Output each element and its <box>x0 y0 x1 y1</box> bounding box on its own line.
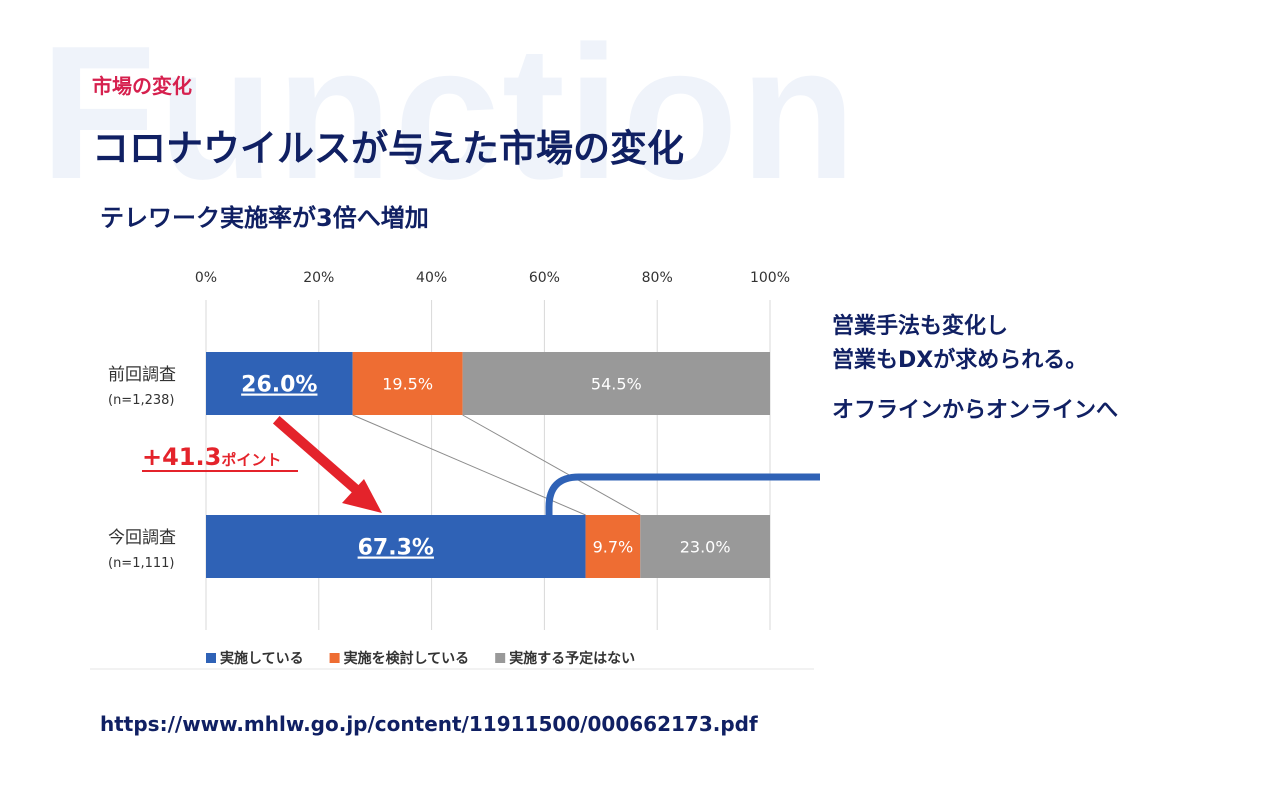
legend-label: 実施している <box>220 650 304 667</box>
bar-data-label: 9.7% <box>593 538 634 557</box>
bar-data-label: 23.0% <box>680 538 731 557</box>
legend-swatch <box>329 653 340 663</box>
bar-segment <box>206 515 586 578</box>
connector-line <box>462 414 641 516</box>
bar-segment <box>462 352 770 415</box>
side-note-line3: オフラインからオンラインへ <box>832 398 1119 423</box>
page-title: コロナウイルスが与えた市場の変化 <box>92 127 684 170</box>
category-label: 今回調査 <box>108 528 176 548</box>
watermark-text: Function <box>40 7 859 219</box>
arrow-head <box>342 479 382 513</box>
section-label: 市場の変化 <box>92 74 192 98</box>
x-tick-label: 100% <box>750 270 790 286</box>
legend-swatch <box>206 653 216 663</box>
bar-data-label: 26.0% <box>241 373 317 398</box>
bar-segment <box>206 352 353 415</box>
annotation-label: +41.3ポイント <box>142 443 281 471</box>
category-sublabel: (n=1,111) <box>108 556 175 571</box>
legend-swatch <box>495 653 506 663</box>
bar-segment <box>640 515 770 578</box>
legend-label: 実施する予定はない <box>509 650 635 667</box>
x-tick-label: 40% <box>416 270 447 286</box>
legend-label: 実施を検討している <box>344 650 470 667</box>
side-note-line1: 営業手法も変化し <box>832 314 1009 339</box>
bar-data-label: 54.5% <box>591 375 642 394</box>
x-tick-label: 80% <box>642 270 673 286</box>
bar-segment <box>585 515 641 578</box>
callout-connector <box>545 473 820 515</box>
category-sublabel: (n=1,238) <box>108 393 175 408</box>
side-note-line2: 営業もDXが求められる。 <box>832 348 1088 373</box>
bar-data-label: 19.5% <box>382 375 433 394</box>
source-link[interactable]: https://www.mhlw.go.jp/content/11911500/… <box>100 712 758 736</box>
bar-segment <box>352 352 463 415</box>
x-tick-label: 60% <box>529 270 560 286</box>
chart-container: 0% 20% 40% 60% 80% 100% 26.0% 19.5% 54.5% 前回調査 (n=… <box>90 255 820 679</box>
bar-data-label: 67.3% <box>358 536 434 561</box>
arrow-shaft <box>272 415 368 501</box>
category-label: 前回調査 <box>108 365 176 385</box>
x-tick-label: 0% <box>195 270 217 286</box>
stacked-bar-chart: 0% 20% 40% 60% 80% 100% 26.0% 19.5% 54.5% 前回調査 (n=… <box>90 270 820 670</box>
x-tick-label: 20% <box>303 270 334 286</box>
chart-subtitle: テレワーク実施率が3倍へ増加 <box>100 204 429 232</box>
